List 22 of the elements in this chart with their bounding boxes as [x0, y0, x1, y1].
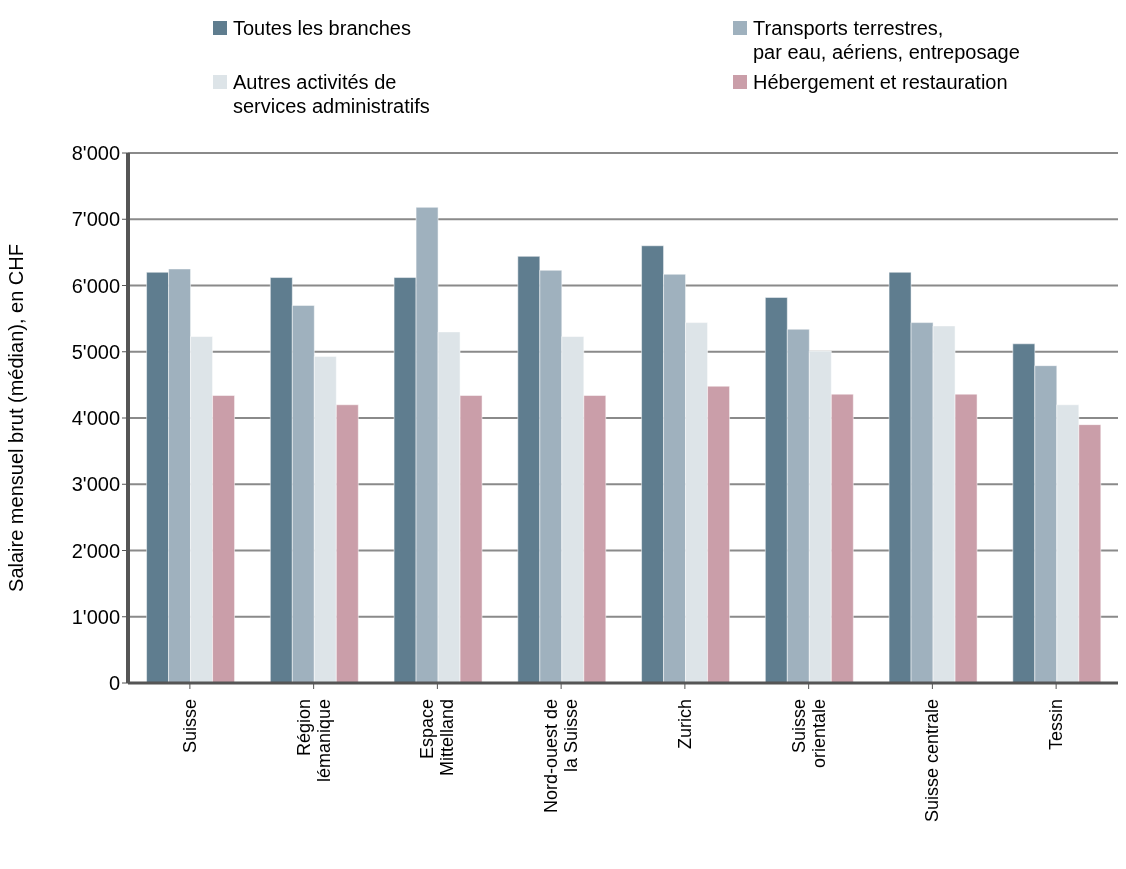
y-tick-label: 7'000 — [71, 208, 120, 231]
x-tick-label: Suisse orientale — [788, 699, 829, 769]
y-tick-label: 1'000 — [71, 605, 120, 628]
y-tick-label: 2'000 — [71, 539, 120, 562]
legend-label: Toutes les branches — [233, 16, 411, 40]
x-tick-label: Région lémanique — [293, 699, 334, 783]
y-tick-label: 4'000 — [71, 407, 120, 430]
y-tick-label: 0 — [108, 672, 120, 695]
legend-label: Hébergement et restauration — [753, 70, 1008, 94]
y-tick-label: 6'000 — [71, 274, 120, 297]
legend-label: Transports terrestres, par eau, aériens, entreposage — [753, 16, 1020, 64]
x-tick-label: Tessin — [1046, 699, 1067, 751]
x-tick-label: Espace Mittelland — [417, 699, 458, 777]
y-axis-title: Salaire mensuel brut (médian), en CHF — [5, 244, 28, 592]
y-tick-label: 5'000 — [71, 340, 120, 363]
x-tick-label: Nord-ouest de la Suisse — [541, 699, 582, 814]
x-tick-label: Suisse centrale — [922, 699, 943, 823]
y-tick-label: 8'000 — [71, 142, 120, 165]
x-tick-label: Suisse — [179, 699, 200, 754]
y-tick-label: 3'000 — [71, 473, 120, 496]
legend-label: Autres activités de services administratifs — [233, 70, 430, 118]
x-tick-label: Zurich — [674, 699, 695, 750]
